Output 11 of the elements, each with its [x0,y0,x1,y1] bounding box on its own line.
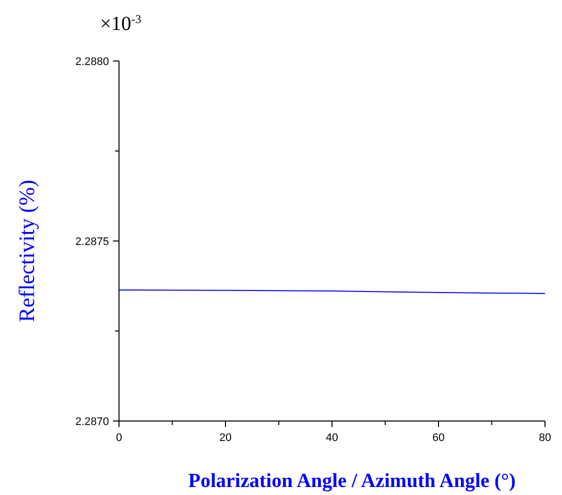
x-tick-label: 80 [538,432,552,444]
y-axis-title: Reflectivity (%) [14,180,39,322]
y-tick-label: 2.2870 [75,416,109,428]
y-tick-label: 2.2880 [75,56,109,68]
x-tick-label: 20 [219,432,232,444]
x-tick-label: 60 [432,432,445,444]
text: ×10$^{-3}$ [100,12,142,35]
x-axis-title: Polarization Angle / Azimuth Angle (°) [188,470,516,492]
y-tick-label: 2.2875 [75,236,109,248]
x-tick-label: 40 [326,432,338,444]
x-tick-label: 0 [116,432,122,444]
